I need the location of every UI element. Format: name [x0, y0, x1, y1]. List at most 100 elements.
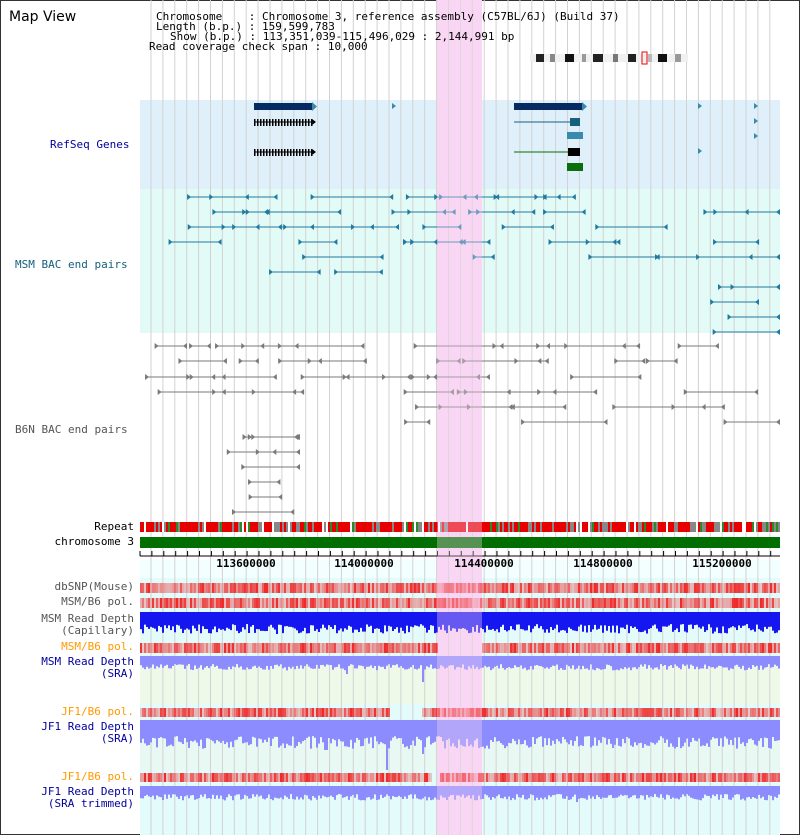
heat-segment — [162, 643, 164, 653]
depth-bar — [630, 786, 632, 798]
heat-segment — [746, 708, 748, 717]
depth-bar — [202, 720, 204, 749]
jf1-read-depth-sra-label: JF1 Read Depth (SRA) — [41, 721, 134, 745]
heat-segment — [330, 643, 332, 653]
heat-segment — [434, 708, 436, 717]
gene-exon — [568, 148, 580, 156]
depth-bar — [284, 786, 286, 796]
heat-segment — [352, 708, 354, 717]
depth-bar — [778, 786, 780, 795]
heat-segment — [146, 708, 148, 717]
depth-bar — [152, 786, 154, 796]
depth-bar — [314, 720, 316, 738]
heat-segment — [572, 583, 574, 593]
repeat-segment — [636, 522, 638, 532]
bac-end-marker — [426, 419, 431, 425]
depth-bar — [150, 612, 152, 627]
heat-segment — [472, 773, 474, 782]
depth-bar — [420, 612, 422, 625]
heat-segment — [340, 708, 342, 717]
repeat-segment — [162, 522, 164, 532]
heat-segment — [394, 598, 396, 608]
heat-segment — [532, 598, 534, 608]
heat-segment — [384, 598, 386, 608]
heat-segment — [668, 598, 670, 608]
gene-strand-arrow — [754, 103, 758, 109]
depth-bar — [320, 612, 322, 629]
heat-segment — [576, 773, 578, 782]
depth-bar — [448, 786, 450, 797]
heat-segment — [698, 708, 700, 717]
heat-segment — [618, 583, 620, 593]
repeat-segment — [394, 522, 396, 532]
depth-bar — [140, 786, 142, 799]
depth-bar — [238, 720, 240, 737]
heat-segment — [384, 708, 386, 717]
depth-bar — [610, 612, 612, 633]
depth-bar — [208, 786, 210, 799]
heat-segment — [652, 773, 654, 782]
depth-bar — [568, 656, 570, 667]
gene-exon — [290, 149, 292, 156]
depth-bar — [700, 720, 702, 747]
depth-bar — [512, 786, 514, 799]
heat-segment — [426, 643, 428, 653]
jf1-b6-pol-label: JF1/B6 pol. — [61, 705, 134, 718]
depth-bar — [572, 786, 574, 797]
heat-segment — [460, 583, 462, 593]
repeat-segment — [608, 522, 610, 532]
heat-segment — [600, 708, 602, 717]
heat-segment — [428, 708, 430, 717]
repeat-segment — [558, 522, 560, 532]
heat-segment — [590, 773, 592, 782]
heat-segment — [194, 583, 196, 593]
depth-bar — [404, 786, 406, 797]
heat-segment — [250, 773, 252, 782]
repeat-segment — [368, 522, 370, 532]
repeat-segment — [250, 522, 252, 532]
heat-segment — [200, 773, 202, 782]
depth-bar — [320, 656, 322, 665]
depth-bar — [748, 720, 750, 740]
heat-segment — [178, 598, 180, 608]
depth-bar — [204, 656, 206, 668]
heat-segment — [576, 708, 578, 717]
heat-segment — [640, 773, 642, 782]
depth-bar — [726, 656, 728, 668]
depth-bar — [756, 720, 758, 746]
heat-segment — [484, 773, 486, 782]
heat-segment — [392, 583, 394, 593]
heat-segment — [284, 598, 286, 608]
depth-bar — [430, 612, 432, 626]
depth-bar — [604, 786, 606, 798]
heat-segment — [318, 773, 320, 782]
heat-segment — [274, 583, 276, 593]
heat-segment — [706, 643, 708, 653]
heat-segment — [270, 708, 272, 717]
heat-segment — [334, 583, 336, 593]
heat-segment — [280, 643, 282, 653]
depth-bar — [370, 720, 372, 738]
heat-segment — [682, 598, 684, 608]
heat-segment — [572, 708, 574, 717]
depth-bar — [548, 720, 550, 739]
heat-segment — [656, 583, 658, 593]
depth-bar — [752, 720, 754, 741]
depth-bar — [640, 786, 642, 796]
depth-bar — [706, 656, 708, 669]
heat-segment — [486, 583, 488, 593]
heat-segment — [694, 643, 696, 653]
depth-bar — [308, 612, 310, 634]
heat-segment — [670, 708, 672, 717]
depth-bar — [172, 720, 174, 747]
heat-segment — [254, 643, 256, 653]
depth-bar — [340, 656, 342, 669]
heat-segment — [250, 583, 252, 593]
depth-bar — [742, 612, 744, 626]
heat-segment — [654, 773, 656, 782]
heat-segment — [228, 583, 230, 593]
heat-segment — [752, 643, 754, 653]
heat-segment — [176, 598, 178, 608]
depth-bar — [760, 612, 762, 631]
